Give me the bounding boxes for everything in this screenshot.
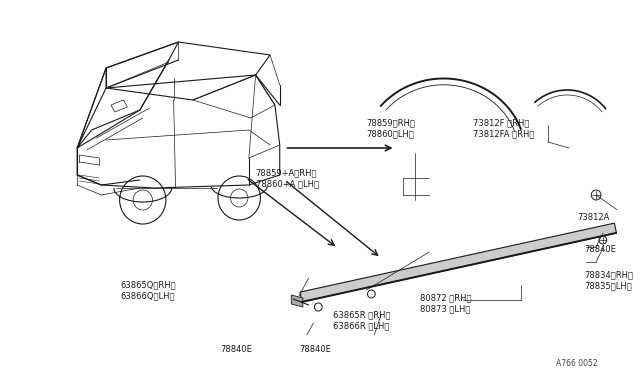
Text: 73812F 〈RH〉
73812FA 〈RH〉: 73812F 〈RH〉 73812FA 〈RH〉 [473,118,534,139]
Text: 78834〈RH〉
78835〈LH〉: 78834〈RH〉 78835〈LH〉 [584,270,634,291]
Text: A766 0052: A766 0052 [556,359,598,368]
Text: 78859+A〈RH〉
78860+A 〈LH〉: 78859+A〈RH〉 78860+A 〈LH〉 [255,168,319,189]
Text: 78840E: 78840E [584,245,616,254]
Text: 63865Q〈RH〉
63866Q〈LH〉: 63865Q〈RH〉 63866Q〈LH〉 [120,280,176,301]
Text: 73812A: 73812A [577,213,609,222]
Polygon shape [291,295,303,307]
Text: 80872 〈RH〉
80873 〈LH〉: 80872 〈RH〉 80873 〈LH〉 [420,293,471,314]
Text: 78859〈RH〉
78860〈LH〉: 78859〈RH〉 78860〈LH〉 [367,118,415,139]
Text: 78840E: 78840E [299,345,331,354]
Text: 63865R 〈RH〉
63866R 〈LH〉: 63865R 〈RH〉 63866R 〈LH〉 [333,310,390,331]
Polygon shape [300,223,616,302]
Text: 78840E: 78840E [220,345,252,354]
